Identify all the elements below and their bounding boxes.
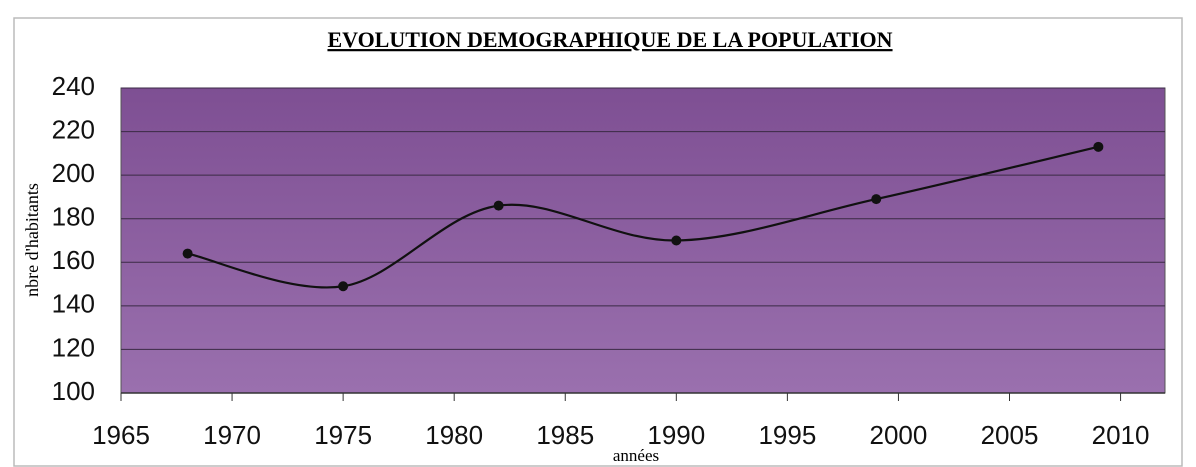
x-tick-label: 1965 [92,420,150,450]
y-tick-label: 120 [52,332,95,362]
y-tick-label: 160 [52,245,95,275]
data-point [1093,141,1104,152]
x-tick-label: 1995 [758,420,816,450]
x-tick-label: 2000 [870,420,928,450]
y-tick-label: 240 [52,71,95,101]
x-tick-label: 1975 [314,420,372,450]
data-point [338,281,349,292]
chart-title: EVOLUTION DEMOGRAPHIQUE DE LA POPULATION [327,27,892,52]
x-tick-label: 1985 [536,420,594,450]
x-axis-label: années [613,446,659,465]
x-tick-label: 1990 [647,420,705,450]
data-point [182,248,193,259]
y-tick-label: 180 [52,202,95,232]
x-tick-label: 1980 [425,420,483,450]
x-tick-label: 1970 [203,420,261,450]
y-axis-label: nbre d'habitants [22,183,42,297]
x-tick-label: 2010 [1092,420,1150,450]
plot-area [120,87,1166,394]
data-point [871,194,882,205]
frame [13,17,1183,467]
y-tick-label: 200 [52,158,95,188]
y-tick-label: 220 [52,114,95,144]
data-point [671,235,682,246]
data-point [493,200,504,211]
x-tick-label: 2005 [981,420,1039,450]
y-tick-label: 140 [52,289,95,319]
y-tick-label: 100 [52,376,95,406]
